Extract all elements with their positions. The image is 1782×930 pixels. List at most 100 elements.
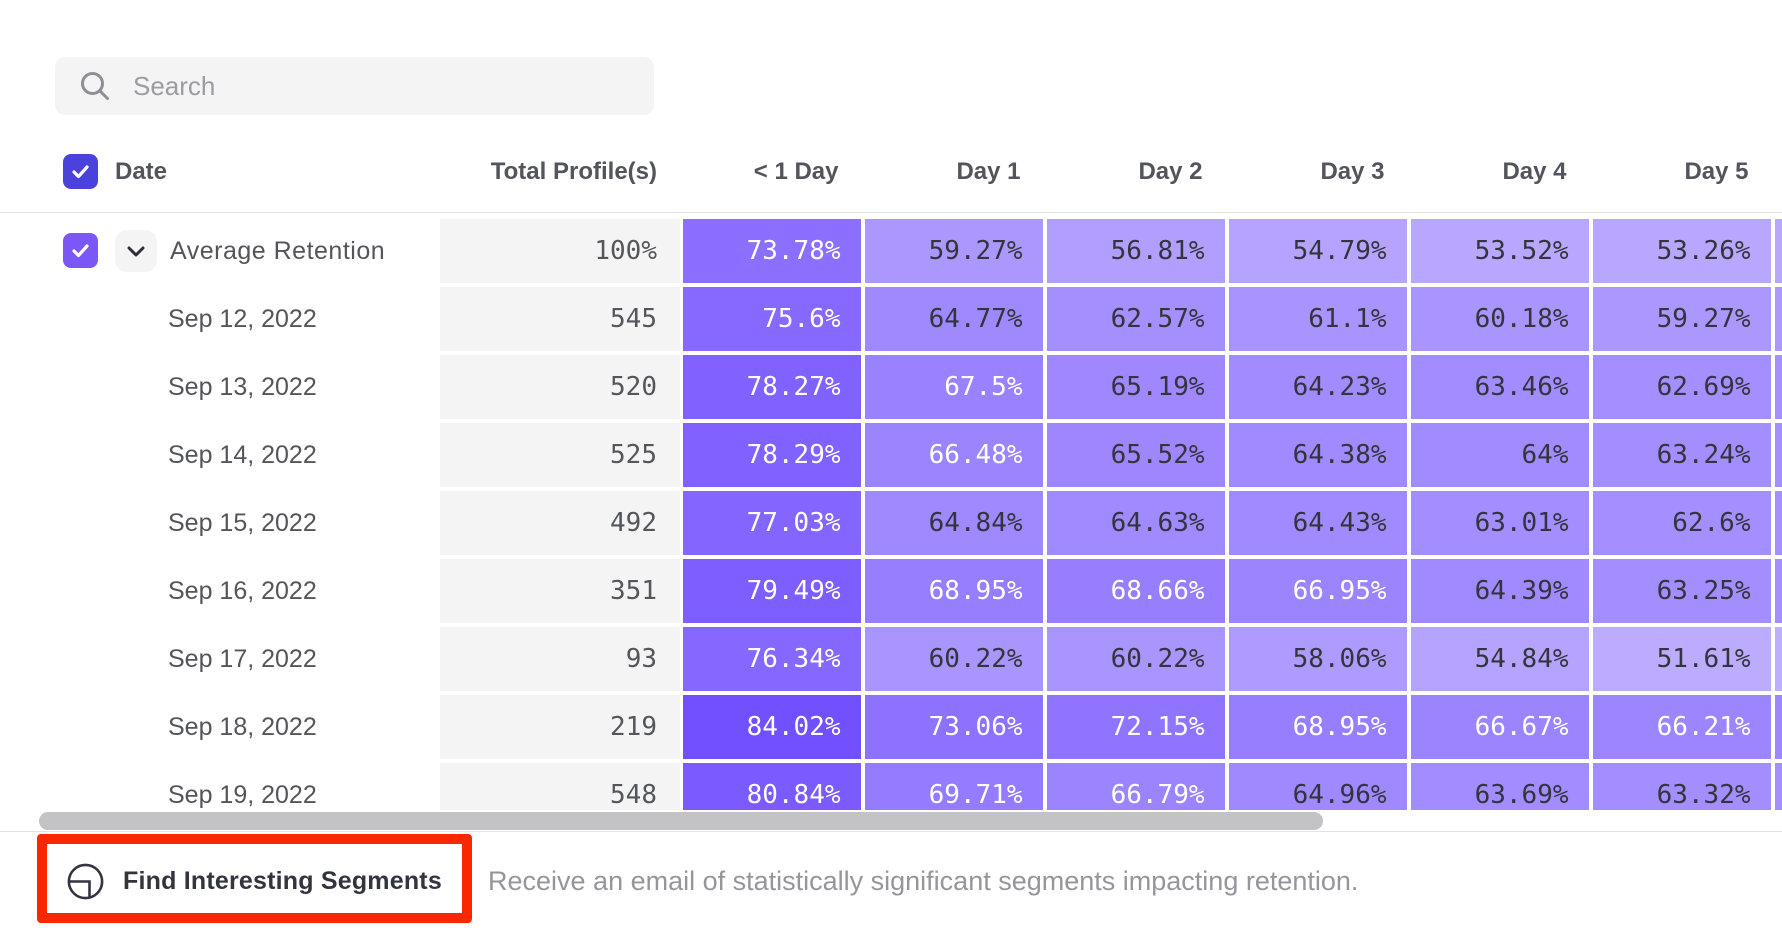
retention-cell: 63.24% xyxy=(1592,423,1771,488)
retention-cell: 59.27% xyxy=(1592,287,1771,352)
row-date-label: Sep 15, 2022 xyxy=(168,509,317,538)
expand-collapse-button[interactable] xyxy=(115,230,157,273)
retention-cell: 68.95% xyxy=(864,559,1043,624)
search-icon xyxy=(81,72,109,100)
retention-cell: 80.84% xyxy=(682,763,861,810)
average-retention-row: Average Retention 100% 73.78% 59.27% 56.81% 5… xyxy=(0,219,1782,284)
retention-cell: 62.69% xyxy=(1592,355,1771,420)
total-profiles-cell: 219 xyxy=(440,695,680,760)
retention-cell-partial xyxy=(1774,355,1782,420)
total-profiles-cell: 100% xyxy=(440,219,680,284)
total-profiles-cell: 548 xyxy=(440,763,680,810)
retention-cell: 51.61% xyxy=(1592,627,1771,692)
horizontal-scrollbar[interactable] xyxy=(39,812,1323,830)
retention-cell: 61.1% xyxy=(1228,287,1407,352)
retention-cell: 62.57% xyxy=(1046,287,1225,352)
retention-cell: 76.34% xyxy=(682,627,861,692)
retention-cell-partial xyxy=(1774,695,1782,760)
table-row: Sep 12, 2022 545 75.6% 64.77% 62.57% 61.1% 60.… xyxy=(0,287,1782,352)
retention-cell: 63.32% xyxy=(1592,763,1771,810)
date-column-label: Date xyxy=(115,157,168,185)
retention-cell: 62.6% xyxy=(1592,491,1771,556)
retention-cell: 64.39% xyxy=(1410,559,1589,624)
retention-cell: 64% xyxy=(1410,423,1589,488)
retention-cell: 65.52% xyxy=(1046,423,1225,488)
retention-cell: 73.78% xyxy=(682,219,861,284)
table-row: Sep 18, 2022 219 84.02% 73.06% 72.15% 68.95% 6… xyxy=(0,695,1782,760)
retention-cell: 63.01% xyxy=(1410,491,1589,556)
retention-cell: 63.69% xyxy=(1410,763,1589,810)
total-profiles-cell: 520 xyxy=(440,355,680,420)
total-profiles-cell: 492 xyxy=(440,491,680,556)
date-cell: Sep 15, 2022 xyxy=(0,491,440,556)
retention-cell: 58.06% xyxy=(1228,627,1407,692)
retention-cell: 64.96% xyxy=(1228,763,1407,810)
row-date-label: Sep 19, 2022 xyxy=(168,781,317,810)
retention-cell: 64.23% xyxy=(1228,355,1407,420)
table-row: Sep 14, 2022 525 78.29% 66.48% 65.52% 64.38% 6… xyxy=(0,423,1782,488)
retention-cell: 79.49% xyxy=(682,559,861,624)
checkmark-icon xyxy=(72,165,89,179)
total-profiles-cell: 545 xyxy=(440,287,680,352)
retention-cell: 66.95% xyxy=(1228,559,1407,624)
date-cell: Sep 14, 2022 xyxy=(0,423,440,488)
retention-cell: 66.79% xyxy=(1046,763,1225,810)
retention-cell: 56.81% xyxy=(1046,219,1225,284)
table-row: Sep 17, 2022 93 76.34% 60.22% 60.22% 58.06% 54… xyxy=(0,627,1782,692)
retention-cell-partial xyxy=(1774,627,1782,692)
row-checkbox[interactable] xyxy=(63,233,98,269)
day-column-header: Day 3 xyxy=(1320,157,1385,185)
day-column-header: Day 1 xyxy=(956,157,1021,185)
day-column-header: Day 2 xyxy=(1138,157,1203,185)
date-cell: Sep 17, 2022 xyxy=(0,627,440,692)
select-all-checkbox[interactable] xyxy=(63,154,98,189)
retention-cell-partial xyxy=(1774,219,1782,284)
retention-cell: 59.27% xyxy=(864,219,1043,284)
retention-cell: 78.29% xyxy=(682,423,861,488)
total-profiles-cell: 351 xyxy=(440,559,680,624)
date-cell: Sep 18, 2022 xyxy=(0,695,440,760)
retention-cell: 60.18% xyxy=(1410,287,1589,352)
retention-cell: 67.5% xyxy=(864,355,1043,420)
date-cell: Sep 13, 2022 xyxy=(0,355,440,420)
retention-cell-partial xyxy=(1774,491,1782,556)
retention-cell-partial xyxy=(1774,423,1782,488)
retention-cell: 77.03% xyxy=(682,491,861,556)
retention-cell: 53.26% xyxy=(1592,219,1771,284)
find-interesting-segments-button[interactable]: Find Interesting Segments xyxy=(67,832,442,930)
day-column-header: < 1 Day xyxy=(753,157,839,185)
search-input[interactable] xyxy=(110,70,654,102)
row-date-label: Sep 13, 2022 xyxy=(168,373,317,402)
footer-divider xyxy=(0,831,1782,832)
retention-cell: 63.46% xyxy=(1410,355,1589,420)
total-profiles-cell: 93 xyxy=(440,627,680,692)
retention-cell: 60.22% xyxy=(864,627,1043,692)
row-date-label: Sep 14, 2022 xyxy=(168,441,317,470)
retention-cell: 54.84% xyxy=(1410,627,1589,692)
retention-cell: 73.06% xyxy=(864,695,1043,760)
retention-cell: 64.38% xyxy=(1228,423,1407,488)
total-profiles-cell: 525 xyxy=(440,423,680,488)
day-column-header: Day 4 xyxy=(1502,157,1567,185)
footer-description: Receive an email of statistically signif… xyxy=(488,865,1359,896)
retention-cell: 54.79% xyxy=(1228,219,1407,284)
find-interesting-segments-label: Find Interesting Segments xyxy=(123,866,442,895)
retention-cell-partial xyxy=(1774,559,1782,624)
retention-cell-partial xyxy=(1774,287,1782,352)
retention-cell: 68.66% xyxy=(1046,559,1225,624)
retention-cell: 69.71% xyxy=(864,763,1043,810)
footer: Find Interesting Segments Receive an ema… xyxy=(0,832,1782,930)
retention-cell: 64.43% xyxy=(1228,491,1407,556)
row-date-label: Sep 16, 2022 xyxy=(168,577,317,606)
retention-cell: 68.95% xyxy=(1228,695,1407,760)
retention-cell: 63.25% xyxy=(1592,559,1771,624)
search-box[interactable] xyxy=(55,57,654,115)
retention-cell: 64.63% xyxy=(1046,491,1225,556)
day-column-header: Day 5 xyxy=(1684,157,1749,185)
retention-cell: 53.52% xyxy=(1410,219,1589,284)
chevron-down-icon xyxy=(127,246,145,257)
table-row: Sep 16, 2022 351 79.49% 68.95% 68.66% 66.95% 6… xyxy=(0,559,1782,624)
row-date-label: Sep 17, 2022 xyxy=(168,645,317,674)
table-row: Sep 13, 2022 520 78.27% 67.5% 65.19% 64.23% 63… xyxy=(0,355,1782,420)
